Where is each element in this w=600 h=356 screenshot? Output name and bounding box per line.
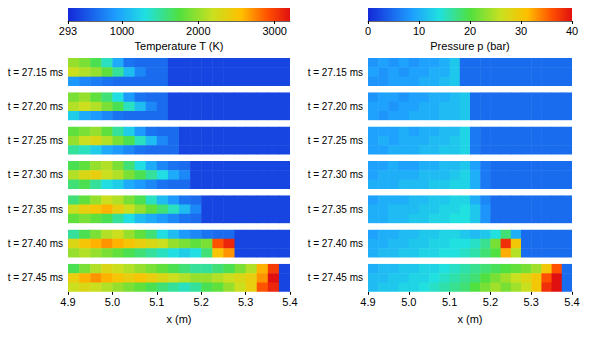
svg-text:30: 30: [515, 25, 527, 37]
svg-text:5.2: 5.2: [194, 296, 209, 308]
svg-text:0: 0: [365, 25, 371, 37]
svg-text:Temperature T (K): Temperature T (K): [135, 40, 224, 52]
svg-text:t = 27.45 ms: t = 27.45 ms: [308, 272, 363, 283]
svg-text:t = 27.40 ms: t = 27.40 ms: [8, 238, 63, 249]
svg-text:293: 293: [59, 25, 77, 37]
svg-text:5.4: 5.4: [564, 296, 579, 308]
svg-text:t = 27.15 ms: t = 27.15 ms: [308, 67, 363, 78]
svg-text:t = 27.25 ms: t = 27.25 ms: [8, 135, 63, 146]
svg-text:t = 27.20 ms: t = 27.20 ms: [308, 101, 363, 112]
svg-text:40: 40: [566, 25, 578, 37]
svg-text:5.4: 5.4: [282, 296, 297, 308]
svg-text:2000: 2000: [186, 25, 210, 37]
svg-text:x (m): x (m): [457, 313, 482, 325]
svg-text:t = 27.15 ms: t = 27.15 ms: [8, 67, 63, 78]
svg-text:t = 27.40 ms: t = 27.40 ms: [308, 238, 363, 249]
svg-text:5.3: 5.3: [238, 296, 253, 308]
svg-text:5.1: 5.1: [149, 296, 164, 308]
svg-text:5.3: 5.3: [524, 296, 539, 308]
svg-text:10: 10: [413, 25, 425, 37]
svg-text:5.0: 5.0: [105, 296, 120, 308]
svg-text:t = 27.35 ms: t = 27.35 ms: [8, 204, 63, 215]
svg-text:t = 27.20 ms: t = 27.20 ms: [8, 101, 63, 112]
svg-text:t = 27.25 ms: t = 27.25 ms: [308, 135, 363, 146]
svg-text:5.1: 5.1: [442, 296, 457, 308]
svg-text:t = 27.30 ms: t = 27.30 ms: [308, 169, 363, 180]
svg-text:5.0: 5.0: [401, 296, 416, 308]
svg-text:t = 27.35 ms: t = 27.35 ms: [308, 204, 363, 215]
svg-text:5.2: 5.2: [483, 296, 498, 308]
svg-text:4.9: 4.9: [360, 296, 375, 308]
svg-text:1000: 1000: [110, 25, 134, 37]
svg-text:t = 27.30 ms: t = 27.30 ms: [8, 169, 63, 180]
svg-text:Pressure p (bar): Pressure p (bar): [430, 40, 509, 52]
svg-text:x (m): x (m): [166, 313, 191, 325]
svg-text:3000: 3000: [262, 25, 286, 37]
svg-text:4.9: 4.9: [60, 296, 75, 308]
svg-text:t = 27.45 ms: t = 27.45 ms: [8, 272, 63, 283]
svg-text:20: 20: [464, 25, 476, 37]
